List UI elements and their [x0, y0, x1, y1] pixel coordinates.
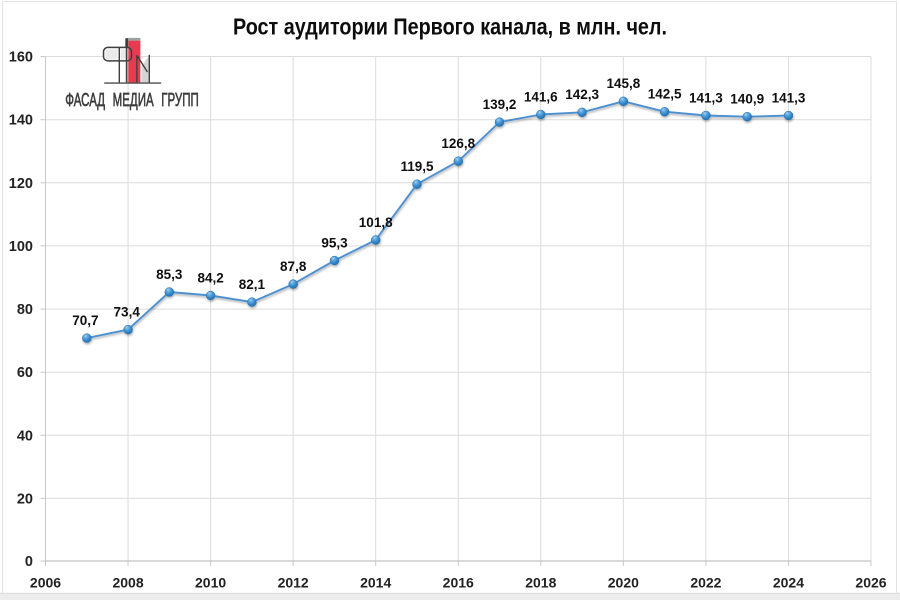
svg-text:85,3: 85,3 — [156, 267, 183, 282]
svg-text:142,3: 142,3 — [565, 87, 599, 102]
svg-text:120: 120 — [9, 176, 33, 192]
svg-text:100: 100 — [9, 239, 33, 255]
svg-text:145,8: 145,8 — [607, 76, 641, 91]
svg-text:141,6: 141,6 — [524, 89, 558, 104]
svg-text:126,8: 126,8 — [441, 136, 475, 151]
svg-text:84,2: 84,2 — [197, 270, 223, 285]
svg-text:160: 160 — [9, 50, 33, 66]
svg-text:2016: 2016 — [443, 574, 474, 590]
svg-text:82,1: 82,1 — [239, 277, 266, 292]
svg-text:141,3: 141,3 — [689, 90, 723, 105]
svg-text:140: 140 — [9, 113, 33, 129]
svg-text:20: 20 — [17, 491, 33, 507]
svg-text:119,5: 119,5 — [400, 159, 434, 174]
svg-text:2024: 2024 — [773, 574, 804, 590]
svg-text:2012: 2012 — [278, 574, 309, 590]
svg-text:70,7: 70,7 — [72, 313, 98, 328]
svg-text:0: 0 — [25, 554, 33, 570]
svg-text:2006: 2006 — [30, 574, 61, 590]
svg-text:140,9: 140,9 — [730, 92, 764, 107]
svg-text:ФАСАД МЕДИА ГРУПП: ФАСАД МЕДИА ГРУПП — [65, 89, 199, 110]
svg-text:2022: 2022 — [690, 574, 721, 590]
svg-text:2014: 2014 — [360, 574, 391, 590]
svg-text:95,3: 95,3 — [321, 235, 348, 250]
svg-text:142,5: 142,5 — [648, 87, 682, 102]
svg-text:80: 80 — [17, 302, 33, 318]
svg-text:139,2: 139,2 — [483, 97, 517, 112]
svg-text:101,8: 101,8 — [359, 215, 393, 230]
svg-text:2026: 2026 — [855, 574, 886, 590]
svg-text:Рост аудитории Первого канала,: Рост аудитории Первого канала, в млн. че… — [233, 13, 667, 39]
svg-text:2020: 2020 — [608, 574, 639, 590]
svg-text:2018: 2018 — [525, 574, 556, 590]
svg-text:2008: 2008 — [112, 574, 143, 590]
svg-text:40: 40 — [17, 428, 33, 444]
svg-text:73,4: 73,4 — [114, 305, 141, 320]
svg-text:60: 60 — [17, 365, 33, 381]
svg-text:2010: 2010 — [195, 574, 226, 590]
svg-text:87,8: 87,8 — [280, 259, 307, 274]
svg-text:141,3: 141,3 — [772, 90, 806, 105]
